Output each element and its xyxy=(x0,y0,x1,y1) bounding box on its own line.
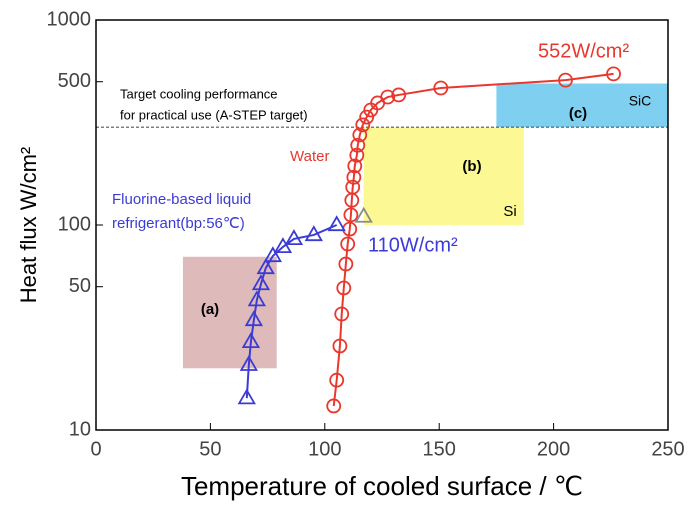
point xyxy=(355,117,371,133)
point xyxy=(338,256,354,272)
region xyxy=(363,127,524,225)
x-tick-label: 50 xyxy=(199,438,221,460)
series-label: Water xyxy=(290,148,329,165)
point xyxy=(247,290,267,307)
point xyxy=(606,66,621,82)
point xyxy=(273,237,293,253)
point xyxy=(558,72,573,88)
point xyxy=(346,169,362,185)
point xyxy=(350,137,366,153)
series-label: Fluorine-based liquid refrigerant(bp:56℃… xyxy=(112,191,252,232)
x-axis-label: Temperature of cooled surface / ℃ xyxy=(181,471,583,501)
region xyxy=(496,83,668,128)
reference-point xyxy=(354,206,373,223)
y-axis-label: Heat flux W/cm² xyxy=(16,147,41,303)
point xyxy=(433,80,449,96)
region-sublabel: Si xyxy=(503,203,516,220)
y-tick-label: 10 xyxy=(69,418,91,440)
point xyxy=(244,310,264,327)
point xyxy=(352,127,368,143)
point xyxy=(326,398,342,414)
region-label: (c) xyxy=(569,105,587,122)
point xyxy=(284,229,304,246)
point xyxy=(380,89,396,105)
annotation: 110W/cm² xyxy=(368,234,458,256)
annotation: for practical use (A-STEP target) xyxy=(120,107,308,122)
y-tick-label: 50 xyxy=(69,275,91,297)
series-label-box: Fluorine-based liquid refrigerant(bp:56℃… xyxy=(112,191,252,232)
point xyxy=(239,354,258,371)
point xyxy=(345,179,361,195)
region-label: (b) xyxy=(462,158,481,175)
point xyxy=(340,236,356,252)
point xyxy=(334,306,350,322)
point xyxy=(256,258,275,275)
point xyxy=(359,109,375,125)
point xyxy=(391,87,407,103)
point xyxy=(343,207,359,223)
y-tick-label: 500 xyxy=(58,70,91,92)
x-tick-label: 200 xyxy=(537,438,570,460)
point xyxy=(327,215,346,232)
point xyxy=(263,246,283,263)
series-line xyxy=(332,72,614,407)
x-tick-label: 250 xyxy=(651,438,684,460)
x-tick-label: 150 xyxy=(423,438,456,460)
point xyxy=(336,280,352,296)
x-tick-label: 0 xyxy=(90,438,101,460)
point xyxy=(349,147,365,163)
point xyxy=(347,158,363,174)
annotation: 552W/cm² xyxy=(538,40,629,62)
region-label: (a) xyxy=(201,301,219,318)
region-sublabel: SiC xyxy=(629,93,652,109)
point xyxy=(332,338,348,354)
point xyxy=(237,388,256,405)
annotation: Target cooling performance xyxy=(120,86,278,101)
point xyxy=(251,274,271,291)
point xyxy=(241,332,261,349)
point xyxy=(329,372,345,388)
x-tick-label: 100 xyxy=(308,438,341,460)
y-tick-label: 1000 xyxy=(47,8,92,30)
y-tick-label: 100 xyxy=(58,213,91,235)
point xyxy=(304,225,323,242)
